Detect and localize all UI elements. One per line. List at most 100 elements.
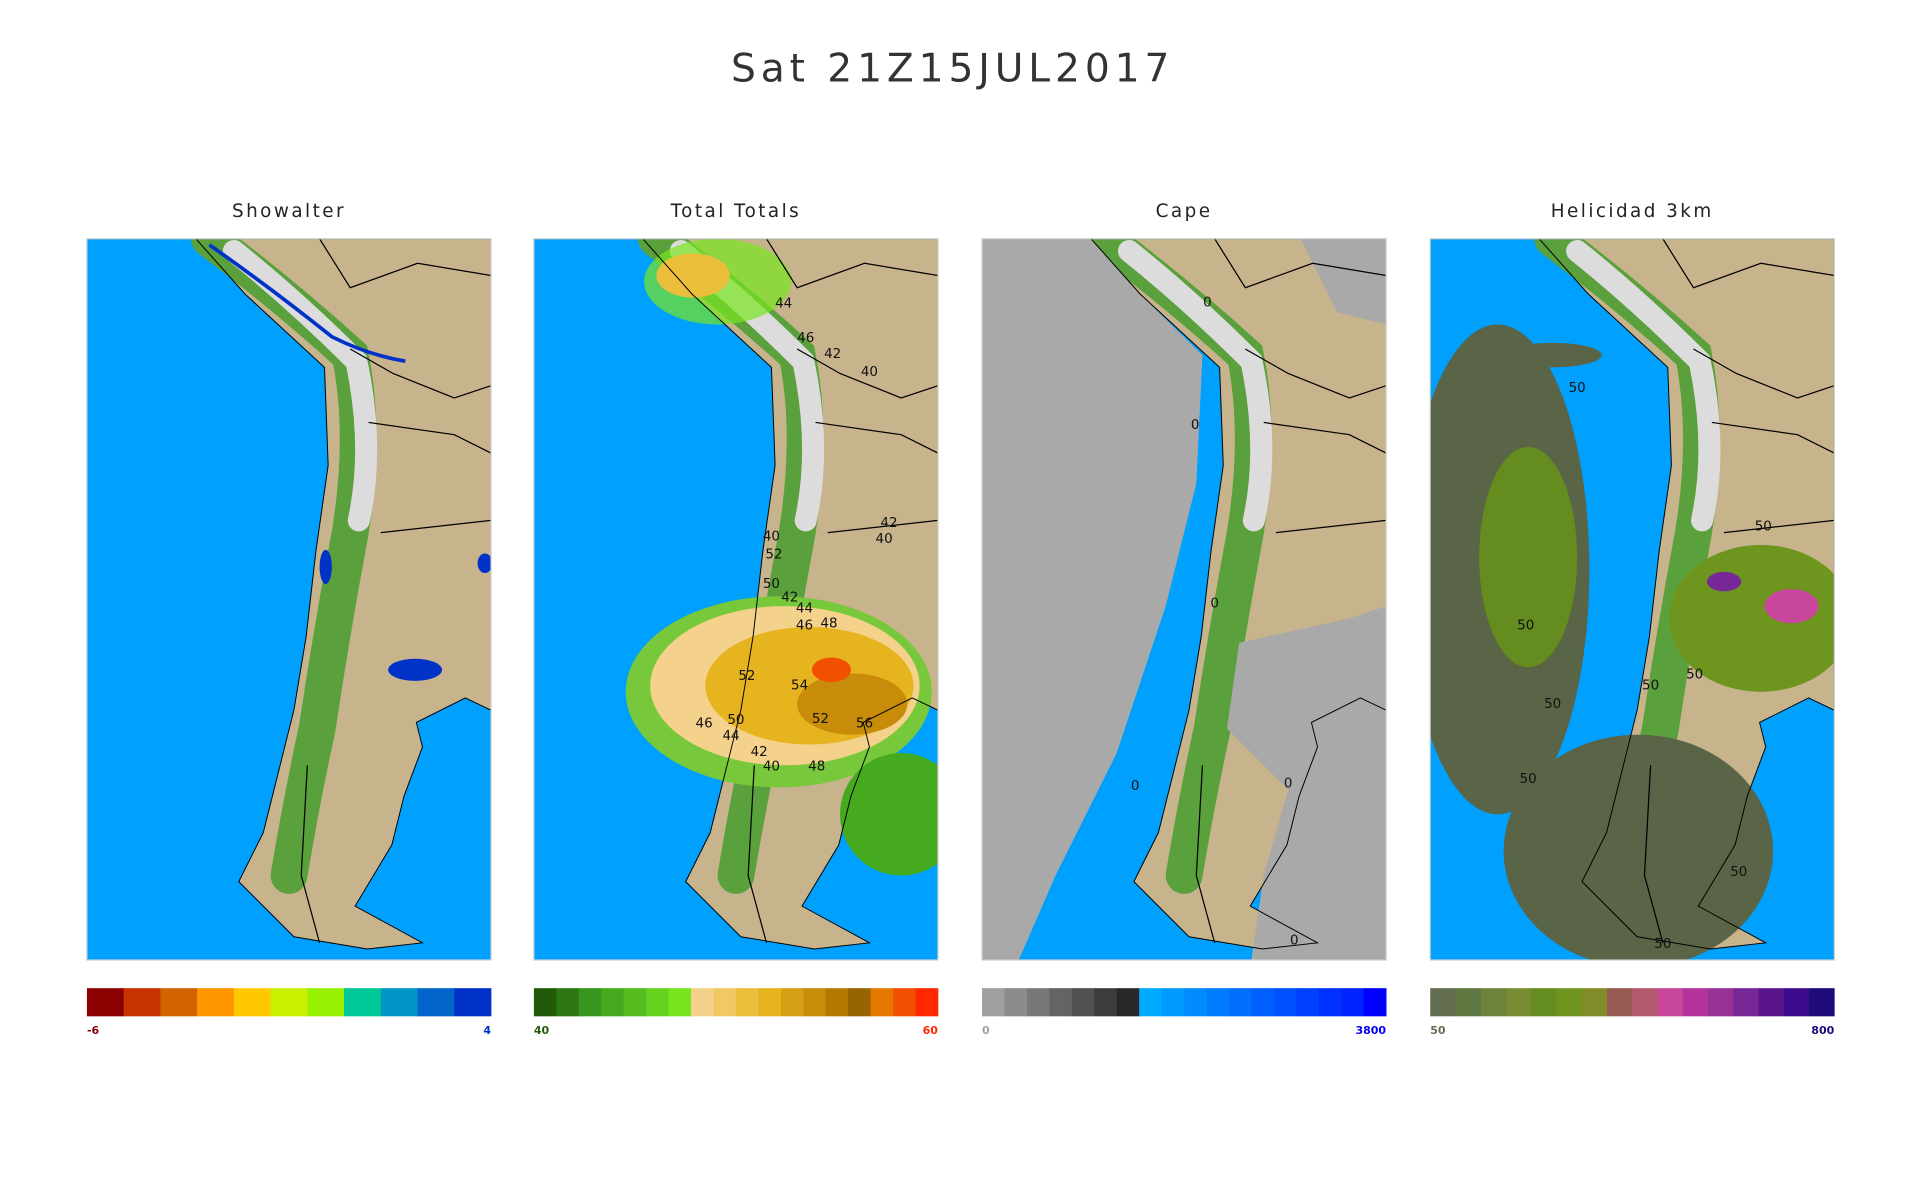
tt-area <box>797 673 908 735</box>
contour-label: 50 <box>1569 381 1586 396</box>
colorbar-swatch <box>1531 988 1557 1017</box>
colorbar-swatch <box>825 988 849 1017</box>
border <box>300 765 321 944</box>
colorbar-swatch <box>803 988 827 1017</box>
coastline <box>1538 238 1835 950</box>
tt-area <box>840 753 938 876</box>
colorbar-swatch <box>601 988 625 1017</box>
colorbar-swatch <box>1606 988 1633 1017</box>
colorbar-swatch <box>1341 988 1365 1017</box>
cape-area <box>1300 238 1387 325</box>
border <box>349 348 492 399</box>
map <box>86 238 492 960</box>
border <box>1643 765 1664 944</box>
colorbar-swatch <box>1161 988 1185 1017</box>
border <box>1214 238 1387 289</box>
colorbar-swatch <box>454 988 492 1017</box>
colorbar-swatch <box>870 988 894 1017</box>
colorbar-swatch <box>1251 988 1275 1017</box>
tt-area <box>811 657 852 683</box>
cape-area <box>1226 606 1387 960</box>
scale-max: 800 <box>1811 1024 1834 1037</box>
map <box>982 238 1387 960</box>
map <box>533 238 938 960</box>
colorbar-swatch <box>1733 988 1759 1017</box>
helicity-area <box>1764 588 1819 624</box>
helicity-area <box>1503 342 1602 368</box>
contour-label: 52 <box>765 548 782 563</box>
cape-area <box>1120 771 1150 858</box>
colorbar-swatch <box>86 988 125 1017</box>
border <box>766 238 938 289</box>
border <box>815 421 938 454</box>
contour-label: 48 <box>820 616 837 631</box>
border <box>1711 421 1835 454</box>
coastline <box>195 238 492 950</box>
colorbar-swatch <box>556 988 580 1017</box>
colorbar-swatch <box>713 988 737 1017</box>
andes-snow <box>1566 240 1721 532</box>
map-frame <box>86 238 492 961</box>
colorbar-swatch <box>1004 988 1028 1017</box>
colorbar-swatch <box>417 988 455 1017</box>
contour-label: 44 <box>775 297 792 312</box>
contour-label: 40 <box>876 532 893 547</box>
andes-snow <box>222 240 378 532</box>
border <box>1662 238 1835 289</box>
contour-label: 0 <box>1191 418 1200 433</box>
colorbar-swatch <box>623 988 647 1017</box>
colorbar-swatch <box>668 988 692 1017</box>
contour-label: 48 <box>808 760 825 775</box>
contour-label: 44 <box>796 602 813 617</box>
scale-max: 60 <box>923 1024 939 1037</box>
contour-label: 54 <box>791 679 808 694</box>
colorbar-swatch <box>848 988 871 1017</box>
colorbar-swatch <box>233 988 271 1017</box>
border <box>796 348 938 399</box>
border <box>747 765 768 944</box>
colorbar-swatch <box>1682 988 1709 1017</box>
contour-label: 56 <box>856 717 873 732</box>
contour-label: 42 <box>824 347 841 362</box>
colorbar-swatch <box>1184 988 1207 1017</box>
colorbar-swatch <box>915 988 939 1017</box>
colorbar-swatch <box>578 988 602 1017</box>
colorbar-swatch <box>982 988 1005 1017</box>
scale-min: -6 <box>87 1024 100 1037</box>
contour-label: 52 <box>738 669 755 684</box>
colorbar-swatch <box>1363 988 1387 1017</box>
colorbar-swatch <box>893 988 916 1017</box>
showalter-area <box>388 658 443 681</box>
contour-label: 40 <box>763 529 780 544</box>
colorbar-swatch <box>1708 988 1734 1017</box>
colorbar-swatch <box>1758 988 1785 1017</box>
colorbar-swatch <box>197 988 235 1017</box>
contour-label: 46 <box>696 717 713 732</box>
contour-label: 50 <box>1654 937 1671 952</box>
colorbar-swatch <box>533 988 557 1017</box>
contour-label: 50 <box>763 577 780 592</box>
border <box>1724 519 1835 534</box>
colorbar-swatch <box>1783 988 1810 1017</box>
panel-title: Helicidad 3km <box>1551 201 1714 222</box>
colorbar-swatch <box>1632 988 1658 1017</box>
contour-label: 50 <box>1755 520 1772 535</box>
border <box>1195 765 1216 944</box>
contour-label: 50 <box>1520 772 1537 787</box>
contour-label: 44 <box>722 729 739 744</box>
colorbar-swatch <box>344 988 382 1017</box>
contour-label: 40 <box>861 365 878 380</box>
colorbar-swatch <box>1228 988 1252 1017</box>
colorbar-swatch <box>1071 988 1095 1017</box>
map-frame <box>533 238 939 961</box>
coastline <box>1090 238 1387 950</box>
colorbar-swatch <box>758 988 782 1017</box>
contour-label: 42 <box>880 516 897 531</box>
colorbar-swatch <box>1480 988 1507 1017</box>
showalter-contour <box>208 243 406 364</box>
colorbar-swatch <box>380 988 418 1017</box>
colorbar-swatch <box>1657 988 1684 1017</box>
border <box>368 421 492 454</box>
coastline <box>642 238 938 950</box>
contour-label: 50 <box>727 713 744 728</box>
